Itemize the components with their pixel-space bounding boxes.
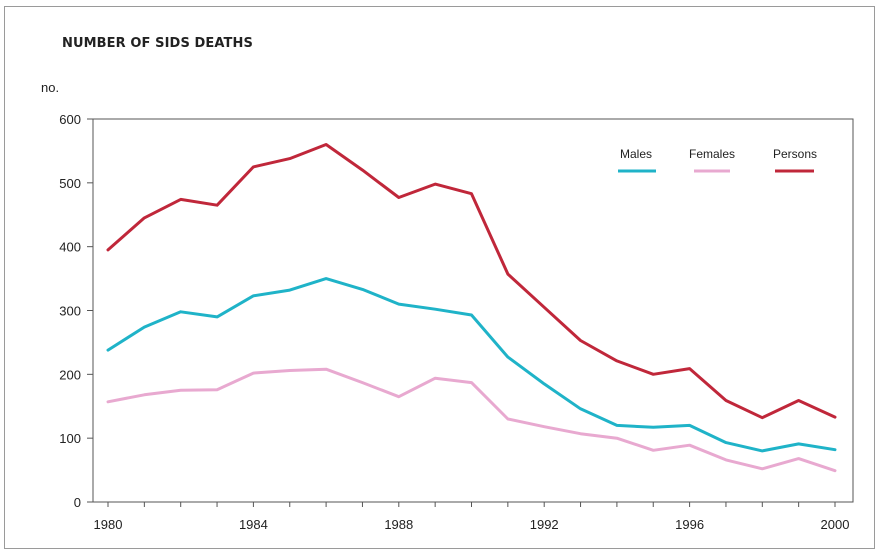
y-tick-label: 200	[59, 367, 81, 382]
series-line-males	[106, 277, 837, 453]
series-line-persons	[106, 143, 837, 420]
legend: Males Females Persons	[618, 147, 817, 173]
x-tick-label: 2000	[821, 517, 850, 532]
y-tick-label: 500	[59, 176, 81, 191]
legend-label-males: Males	[620, 147, 652, 161]
y-tick-label: 300	[59, 304, 81, 319]
series-lines	[106, 143, 837, 473]
y-tick-label: 600	[59, 112, 81, 127]
x-tick-label: 1996	[675, 517, 704, 532]
series-line-females	[106, 367, 837, 473]
x-tick-label: 1980	[94, 517, 123, 532]
y-tick-label: 0	[74, 495, 81, 510]
legend-label-females: Females	[689, 147, 735, 161]
y-tick-label: 400	[59, 240, 81, 255]
y-tick-label: 100	[59, 431, 81, 446]
y-axis-unit-label: no.	[41, 80, 60, 95]
x-tick-label: 1988	[384, 517, 413, 532]
chart-title: NUMBER OF SIDS DEATHS	[62, 36, 253, 51]
x-tick-label: 1992	[530, 517, 559, 532]
legend-label-persons: Persons	[773, 147, 817, 161]
x-axis: 1980 1984 1988 1992 1996 2000	[94, 502, 850, 532]
x-tick-label: 1984	[239, 517, 268, 532]
y-axis: 0 100 200 300 400 500 600	[59, 112, 93, 510]
chart-frame	[4, 6, 875, 549]
